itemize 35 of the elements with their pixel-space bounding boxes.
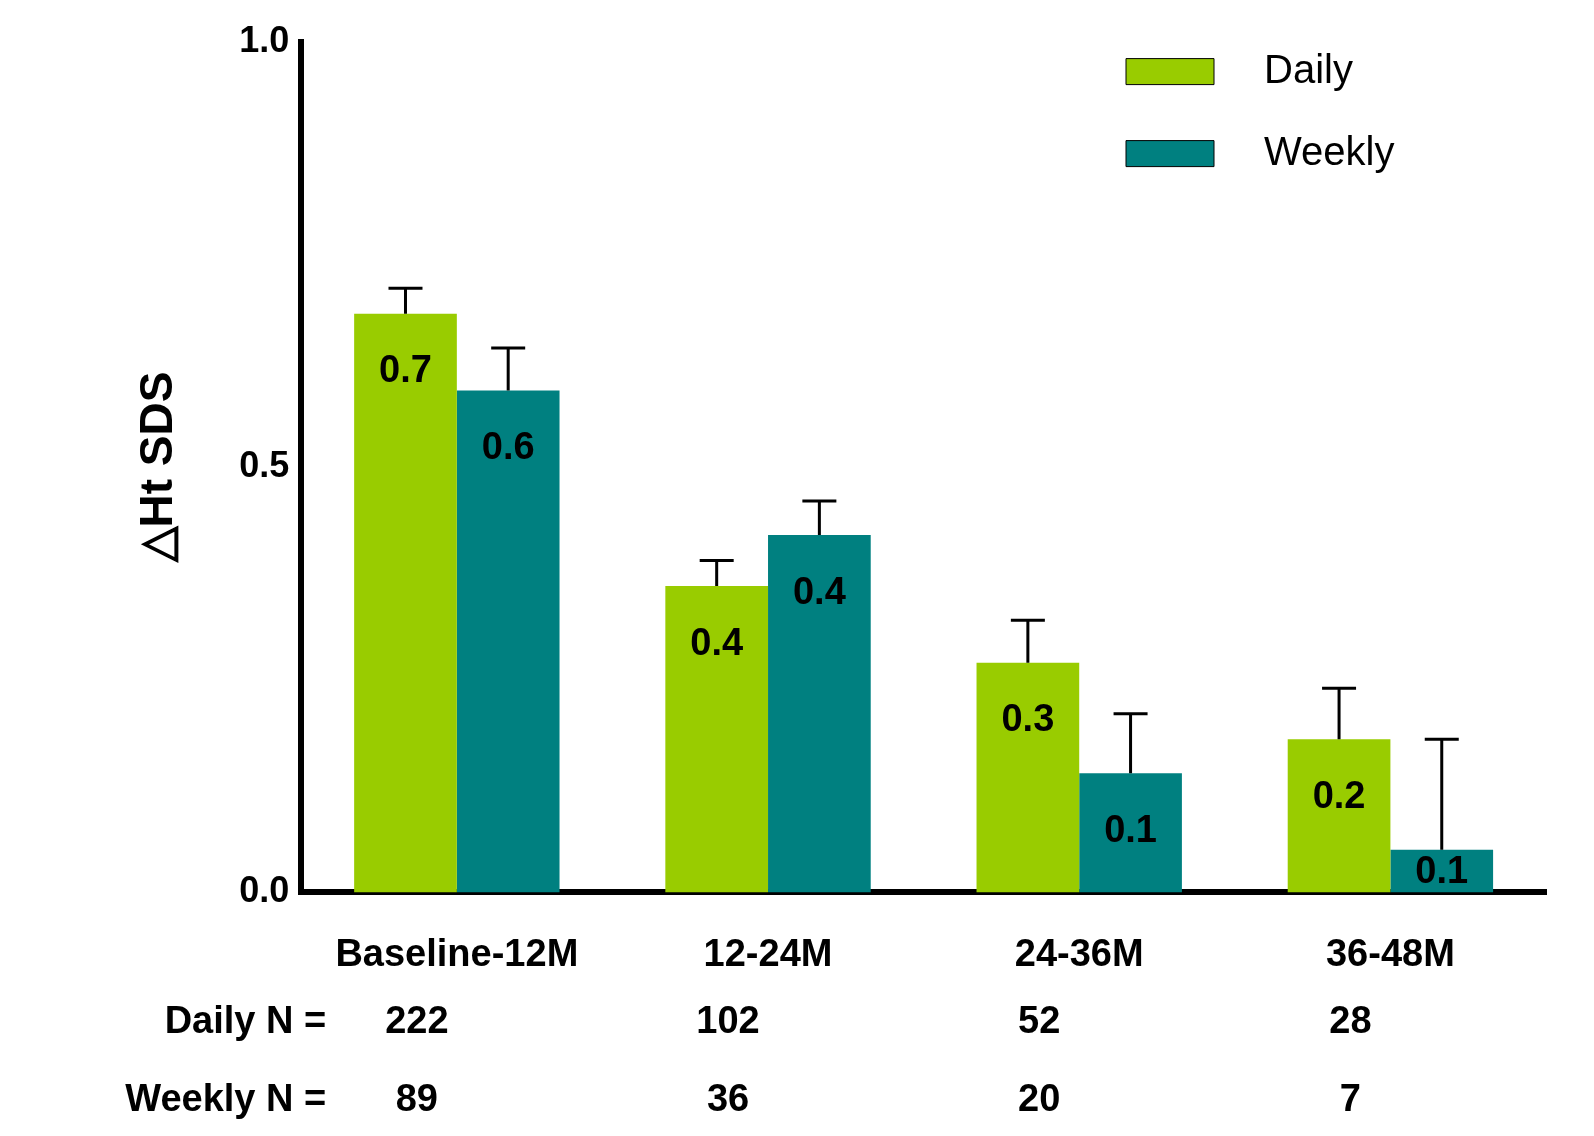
data-label: 0.6: [481, 424, 535, 467]
text: 7: [1339, 1076, 1361, 1119]
text: 222: [385, 998, 449, 1041]
bar: [456, 390, 560, 893]
bar: [976, 662, 1080, 893]
text: Weekly N =: [125, 1076, 327, 1119]
text: Daily N =: [164, 998, 327, 1041]
bar: [1079, 773, 1182, 893]
legend-label: Weekly: [1264, 128, 1395, 173]
y-axis-title: △Ht SDS: [130, 371, 183, 565]
x-tick-label: 12-24M: [703, 931, 833, 974]
data-label: 0.4: [792, 569, 846, 612]
legend-label: Daily: [1264, 46, 1353, 91]
text: 36: [706, 1076, 750, 1119]
data-label: 0.7: [379, 348, 432, 391]
bar: [1287, 739, 1391, 893]
x-tick-label: 36-48M: [1325, 931, 1455, 974]
text: 89: [395, 1076, 438, 1119]
x-tick-label: Baseline-12M: [335, 931, 579, 974]
text: 102: [696, 998, 760, 1041]
data-label: 0.2: [1312, 773, 1366, 816]
y-tick-label: 1.0: [239, 18, 290, 60]
x-tick-label: 24-36M: [1014, 931, 1144, 974]
data-label: 0.1: [1104, 807, 1157, 850]
text: 28: [1329, 998, 1372, 1041]
data-label: 0.1: [1415, 848, 1469, 891]
bar: [768, 535, 871, 893]
data-label: 0.4: [690, 620, 744, 663]
bar: [354, 313, 457, 893]
data-label: 0.3: [1001, 697, 1055, 740]
y-tick-label: 0.5: [239, 443, 290, 485]
y-tick-label: 0.0: [239, 869, 290, 911]
text: 52: [1018, 998, 1061, 1041]
text: 20: [1018, 1076, 1061, 1119]
bar: [665, 586, 769, 893]
